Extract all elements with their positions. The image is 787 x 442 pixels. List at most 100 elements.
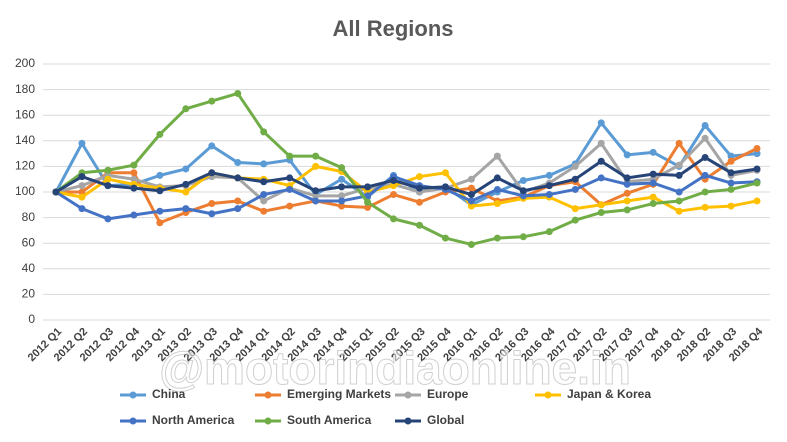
- series-point: [727, 169, 735, 177]
- series-point: [286, 174, 294, 182]
- legend-label: Europe: [427, 387, 469, 401]
- series-point: [753, 144, 761, 152]
- series-point: [338, 202, 346, 210]
- legend-label: North America: [152, 413, 235, 427]
- series-point: [519, 176, 527, 184]
- series-point: [78, 139, 86, 147]
- series-point: [441, 234, 449, 242]
- series-point: [467, 175, 475, 183]
- series-point: [649, 148, 657, 156]
- legend-swatch-point: [404, 391, 412, 399]
- series-point: [78, 188, 86, 196]
- series-point: [493, 200, 501, 208]
- series-point: [727, 157, 735, 165]
- series-point: [208, 169, 216, 177]
- series-point: [493, 174, 501, 182]
- series-point: [52, 188, 60, 196]
- series-point: [701, 203, 709, 211]
- series-point: [104, 215, 112, 223]
- series-point: [390, 215, 398, 223]
- series-point: [467, 191, 475, 199]
- series-point: [753, 165, 761, 173]
- series-point: [104, 182, 112, 190]
- series-point: [623, 197, 631, 205]
- series-line: [55, 91, 758, 246]
- series-point: [338, 183, 346, 191]
- series-point: [130, 169, 138, 177]
- series-point: [753, 179, 761, 187]
- series-point: [597, 201, 605, 209]
- series-point: [208, 97, 216, 105]
- series-point: [415, 173, 423, 181]
- series-point: [234, 89, 242, 97]
- series-point: [338, 175, 346, 183]
- series-point: [649, 170, 657, 178]
- legend-label: Emerging Markets: [287, 387, 391, 401]
- series-point: [675, 197, 683, 205]
- series-point: [441, 169, 449, 177]
- series-point: [675, 207, 683, 215]
- series-point: [701, 153, 709, 161]
- series-point: [701, 134, 709, 142]
- y-tick-label: 80: [22, 210, 36, 224]
- legend-swatch-point: [129, 417, 137, 425]
- series-line: [55, 141, 758, 225]
- series-point: [390, 182, 398, 190]
- series-point: [545, 191, 553, 199]
- legend-label: Global: [427, 413, 464, 427]
- legend-label: China: [152, 387, 186, 401]
- series-point: [234, 159, 242, 167]
- series-point: [701, 188, 709, 196]
- series-point: [675, 161, 683, 169]
- series-point: [649, 193, 657, 201]
- series-point: [260, 197, 268, 205]
- series-point: [415, 184, 423, 192]
- series-point: [649, 200, 657, 208]
- series-point: [78, 205, 86, 213]
- series-line: [55, 155, 758, 197]
- series-point: [182, 165, 190, 173]
- series-point: [130, 175, 138, 183]
- legend-swatch-point: [129, 391, 137, 399]
- y-tick-label: 180: [15, 82, 35, 96]
- legend-swatch-point: [544, 391, 552, 399]
- series-point: [234, 205, 242, 213]
- series-point: [260, 191, 268, 199]
- series-point: [312, 192, 320, 200]
- chart-title: All Regions: [332, 16, 453, 41]
- series-point: [338, 164, 346, 172]
- series-point: [571, 205, 579, 213]
- series-point: [571, 162, 579, 170]
- y-tick-label: 60: [22, 235, 36, 249]
- series-point: [338, 192, 346, 200]
- y-tick-label: 140: [15, 133, 35, 147]
- series-point: [701, 121, 709, 129]
- series-point: [78, 173, 86, 181]
- series-point: [467, 240, 475, 248]
- y-tick-label: 120: [15, 159, 35, 173]
- series-point: [130, 184, 138, 192]
- series-point: [312, 197, 320, 205]
- series-point: [597, 139, 605, 147]
- legend-label: Japan & Korea: [567, 387, 651, 401]
- series-point: [467, 202, 475, 210]
- series-point: [260, 128, 268, 136]
- series-point: [701, 171, 709, 179]
- series-point: [286, 185, 294, 193]
- series-point: [78, 182, 86, 190]
- series-point: [156, 130, 164, 138]
- series-point: [415, 198, 423, 206]
- series-point: [286, 152, 294, 160]
- series-point: [312, 162, 320, 170]
- series-point: [753, 150, 761, 158]
- series-point: [182, 180, 190, 188]
- watermark: @motorindiaonline.in: [159, 342, 631, 394]
- legend-swatch-point: [404, 417, 412, 425]
- series-point: [312, 187, 320, 195]
- series-point: [364, 203, 372, 211]
- series-point: [130, 161, 138, 169]
- series-point: [675, 171, 683, 179]
- series-point: [597, 208, 605, 216]
- series-point: [234, 197, 242, 205]
